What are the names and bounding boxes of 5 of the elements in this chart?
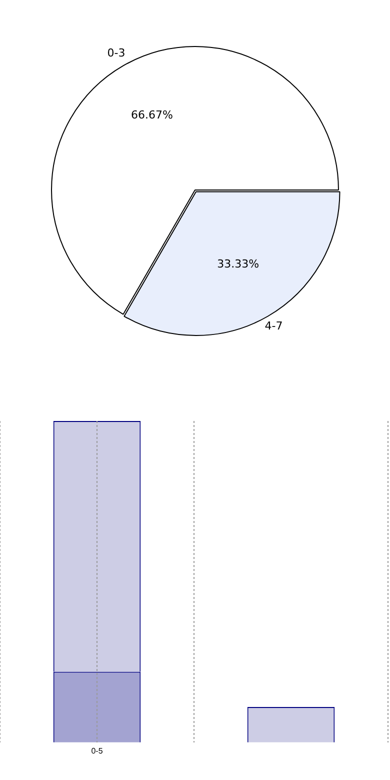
data-label: 33.33% — [217, 257, 260, 270]
slice-label: 0-3 — [107, 46, 126, 60]
x-tick-label: 0-5 — [91, 746, 104, 756]
slice-label: 4-7 — [264, 319, 283, 332]
data-label: 66.67% — [130, 108, 173, 122]
